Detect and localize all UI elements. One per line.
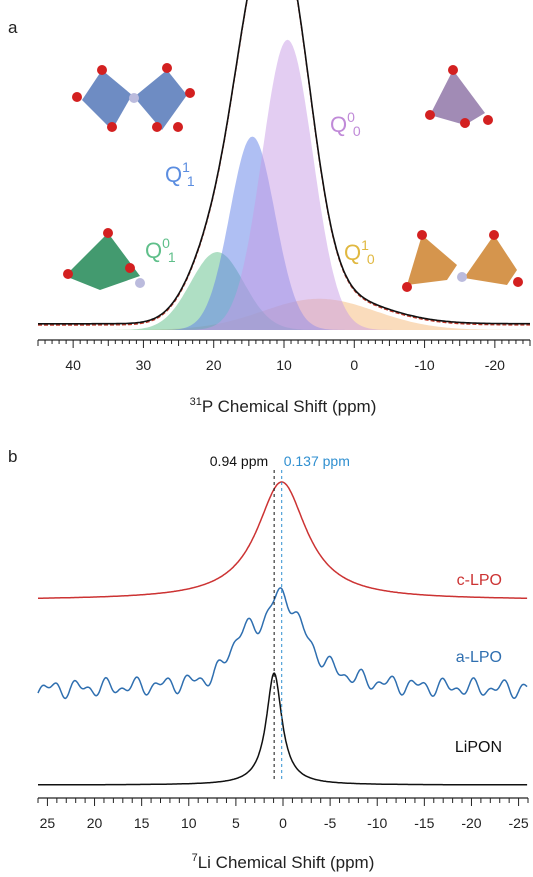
component-label-sub: 1 — [187, 173, 195, 189]
component-label-sup: 0 — [347, 109, 355, 125]
component-label-Q0_0: Q0 0 — [330, 109, 361, 139]
component-label-sup: 0 — [162, 235, 170, 251]
panel-b-plot: c-LPO a-LPO LiPON 0.94 ppm 0.137 ppm 25 20 15 10… — [37, 453, 529, 872]
x-tick-label: -25 — [508, 815, 528, 831]
component-label-sub: 0 — [353, 123, 361, 139]
component-label-letter: Q — [165, 162, 182, 187]
component-label-Q1_1: Q1 1 — [165, 159, 195, 189]
x-tick-label: 30 — [136, 357, 152, 373]
series-label-LiPON: LiPON — [455, 739, 502, 756]
component-label-letter: Q — [344, 240, 361, 265]
component-label-letter: Q — [330, 112, 347, 137]
tetrahedron-q0-0-illustration — [425, 65, 493, 128]
reference-line-label: 0.94 ppm — [210, 453, 268, 469]
x-axis-title: 31P Chemical Shift (ppm) — [190, 396, 377, 416]
component-label-Q0_1: Q0 1 — [145, 235, 176, 265]
component-label-sup: 1 — [361, 237, 369, 253]
x-tick-label: -20 — [461, 815, 481, 831]
series-line-a-LPO — [37, 587, 528, 700]
series-label-c-LPO: c-LPO — [457, 572, 502, 589]
component-peak-Q0_0 — [38, 39, 530, 331]
component-label-sub: 0 — [367, 251, 375, 267]
x-axis-title-isotope: 31 — [190, 396, 202, 408]
x-axis-title: 7Li Chemical Shift (ppm) — [192, 852, 375, 872]
x-tick-label: 40 — [65, 357, 81, 373]
x-tick-label: 10 — [181, 815, 197, 831]
series-label-a-LPO: a-LPO — [456, 649, 502, 666]
x-tick-label: -10 — [367, 815, 387, 831]
x-tick-label: 0 — [279, 815, 287, 831]
x-tick-label: 5 — [232, 815, 240, 831]
x-tick-label: 25 — [40, 815, 56, 831]
x-tick-label: 20 — [206, 357, 222, 373]
dimer-q1-0-illustration — [402, 230, 523, 292]
x-axis-title-text: P Chemical Shift (ppm) — [202, 397, 376, 416]
component-label-sub: 1 — [168, 249, 176, 265]
x-tick-label: -15 — [414, 815, 434, 831]
x-tick-label: -20 — [485, 357, 505, 373]
series-line-LiPON — [38, 672, 528, 786]
tetrahedron-q0-1-illustration — [63, 228, 145, 290]
panel-b-label: b — [8, 447, 17, 466]
experimental-spectrum-line — [38, 0, 530, 325]
reference-line-label: 0.137 ppm — [284, 453, 350, 469]
component-label-sup: 1 — [182, 159, 190, 175]
x-tick-label: 10 — [276, 357, 292, 373]
component-label-Q1_0: Q1 0 — [344, 237, 375, 267]
panel-a-label: a — [8, 18, 18, 37]
x-axis-title-isotope: 7 — [192, 852, 198, 864]
dimer-q1-1-illustration — [72, 63, 195, 132]
x-tick-label: -5 — [324, 815, 337, 831]
component-label-letter: Q — [145, 238, 162, 263]
x-tick-label: -10 — [414, 357, 434, 373]
x-tick-label: 15 — [134, 815, 150, 831]
x-tick-label: 0 — [350, 357, 358, 373]
x-tick-label: 20 — [87, 815, 103, 831]
series-line-c-LPO — [38, 481, 528, 599]
x-axis-title-text: Li Chemical Shift (ppm) — [198, 853, 375, 872]
